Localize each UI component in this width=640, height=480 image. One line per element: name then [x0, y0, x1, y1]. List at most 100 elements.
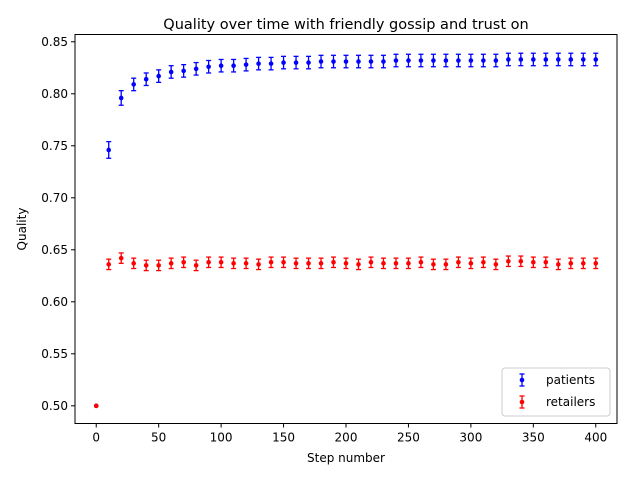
data-point — [518, 258, 524, 264]
data-point — [456, 58, 461, 63]
data-point — [443, 262, 449, 267]
data-point — [406, 58, 411, 63]
data-point — [518, 57, 524, 62]
data-point — [318, 261, 324, 266]
y-tick-label: 0.70 — [41, 191, 68, 205]
x-tick-label: 250 — [397, 431, 420, 445]
data-point — [118, 95, 124, 101]
data-point — [531, 57, 536, 62]
y-axis-label: Quality — [15, 208, 29, 251]
data-point — [418, 259, 424, 265]
legend: patients retailers — [501, 367, 611, 417]
data-point — [331, 259, 336, 265]
data-point — [281, 259, 286, 265]
x-axis-label: Step number — [307, 451, 385, 465]
data-point — [493, 262, 499, 267]
data-point — [243, 261, 249, 266]
data-point — [93, 403, 99, 409]
data-point — [568, 261, 574, 266]
plot-frame — [74, 34, 618, 424]
legend-label: retailers — [546, 395, 595, 409]
data-point — [531, 259, 536, 265]
data-point — [593, 261, 599, 266]
data-point — [181, 68, 186, 74]
x-tick-label: 50 — [151, 431, 166, 445]
data-point — [506, 57, 511, 62]
data-point — [331, 59, 336, 64]
data-point — [580, 261, 586, 266]
data-point — [318, 59, 324, 64]
data-point — [156, 263, 161, 268]
series-patients — [93, 52, 599, 409]
x-tick-label: 200 — [335, 431, 358, 445]
data-point — [181, 259, 186, 265]
data-point — [131, 261, 136, 266]
data-point — [218, 63, 224, 69]
x-tick-label: 400 — [584, 431, 607, 445]
data-point — [556, 57, 561, 62]
data-point — [118, 255, 124, 261]
y-tick-label: 0.80 — [41, 87, 68, 101]
data-point — [368, 259, 374, 265]
x-tick-label: 150 — [272, 431, 295, 445]
data-point — [343, 261, 349, 266]
data-point — [431, 262, 436, 267]
data-point — [143, 263, 149, 268]
legend-item-patients: patients — [519, 373, 595, 387]
data-point — [281, 60, 286, 65]
data-point — [393, 261, 399, 266]
data-point — [168, 69, 174, 75]
data-point — [593, 57, 599, 62]
data-point — [568, 57, 574, 62]
data-point — [481, 259, 486, 265]
data-point — [543, 57, 549, 62]
x-tick-label: 0 — [92, 431, 100, 445]
data-point — [506, 258, 511, 264]
data-point — [493, 58, 499, 63]
y-tick-label: 0.65 — [41, 243, 68, 257]
legend-item-retailers: retailers — [519, 395, 595, 409]
data-point — [106, 262, 112, 267]
axis-ticks: 0 50 100 150 200 250 300 350 400 0.50 0.55 0.60 0.65… — [41, 35, 607, 445]
data-point — [306, 60, 311, 65]
data-point — [431, 58, 436, 63]
legend-label: patients — [546, 373, 595, 387]
data-point — [143, 76, 149, 82]
series-retailers — [93, 252, 599, 409]
data-point — [256, 262, 261, 267]
data-point — [381, 59, 386, 64]
data-point — [231, 261, 236, 266]
legend-marker — [519, 377, 525, 383]
x-tick-label: 100 — [210, 431, 233, 445]
y-tick-label: 0.60 — [41, 295, 68, 309]
data-point — [293, 261, 299, 266]
legend-marker — [519, 399, 525, 405]
x-tick-label: 350 — [522, 431, 545, 445]
data-point — [580, 57, 586, 62]
data-point — [218, 259, 224, 265]
data-point — [268, 61, 274, 66]
data-point — [206, 259, 211, 265]
data-point — [556, 262, 561, 267]
y-tick-label: 0.55 — [41, 347, 68, 361]
data-point — [231, 63, 236, 69]
data-point — [193, 263, 199, 268]
data-point — [456, 259, 461, 265]
data-point — [481, 58, 486, 63]
data-point — [406, 261, 411, 266]
data-point — [293, 60, 299, 65]
data-point — [393, 58, 399, 63]
y-tick-label: 0.50 — [41, 399, 68, 413]
data-point — [381, 261, 386, 266]
chart-title: Quality over time with friendly gossip a… — [163, 17, 528, 33]
legend-box — [501, 367, 611, 417]
data-point — [256, 61, 261, 66]
data-point — [193, 66, 199, 72]
data-point — [368, 59, 374, 64]
data-point — [543, 259, 549, 265]
x-tick-label: 300 — [459, 431, 482, 445]
data-point — [106, 147, 112, 153]
data-point — [243, 62, 249, 67]
data-point — [468, 261, 474, 266]
